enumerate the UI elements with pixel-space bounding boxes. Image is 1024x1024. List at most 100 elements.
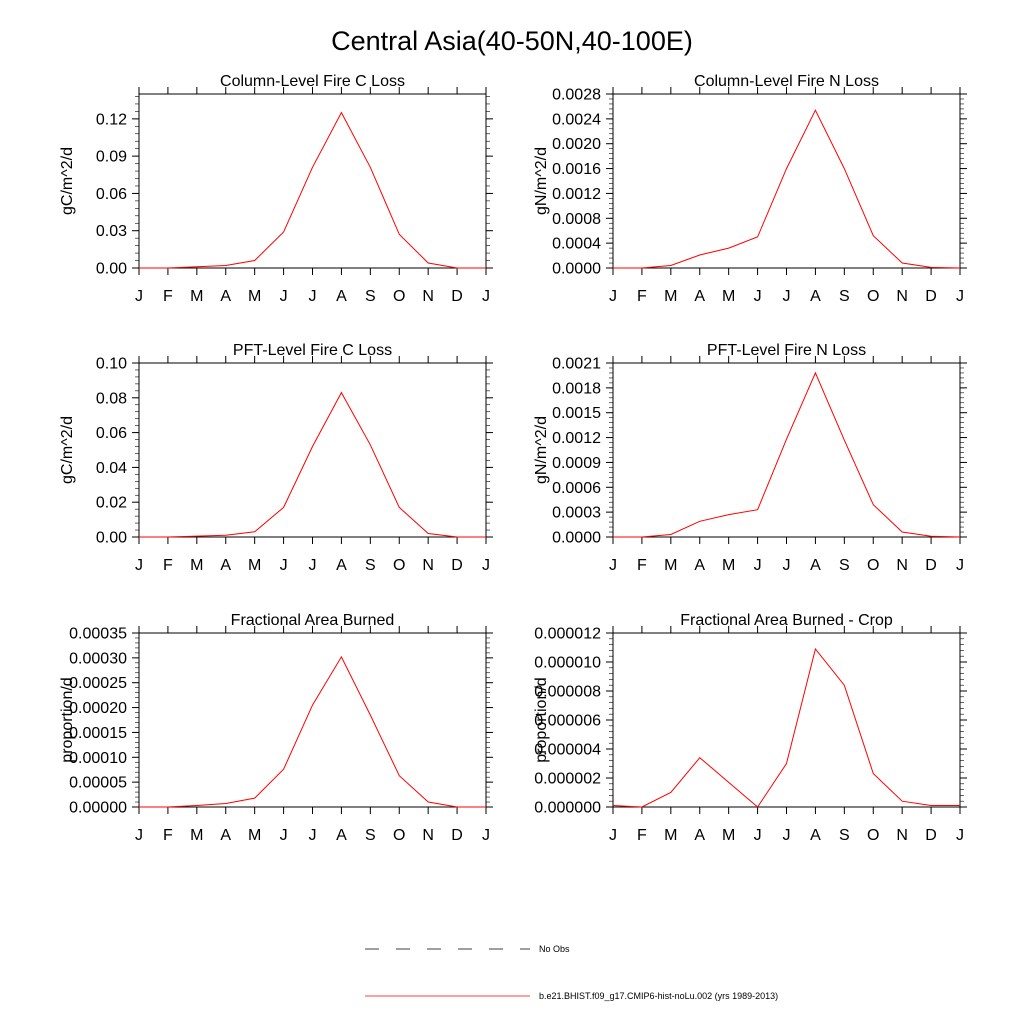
x-tick-label: M [190,288,203,305]
x-tick-label: J [280,288,288,305]
x-tick-label: D [925,288,937,305]
x-tick-label: O [867,827,879,844]
x-tick-label: M [248,827,261,844]
x-tick-label: M [722,827,735,844]
y-tick-label: 0.0012 [552,430,601,447]
x-tick-label: F [163,827,173,844]
y-axis-label: proportion/d [59,677,76,762]
series-line [612,647,960,808]
y-tick-label: 0.06 [96,425,127,442]
x-tick-label: O [867,557,879,574]
y-tick-label: 0.00030 [69,650,127,667]
plot-frame [138,632,487,808]
x-tick-label: A [694,557,705,574]
x-tick-label: F [637,288,647,305]
x-tick-label: N [896,827,908,844]
x-tick-label: J [956,557,964,574]
y-tick-label: 0.000008 [534,684,601,701]
x-tick-label: M [248,288,261,305]
y-tick-label: 0.0000 [552,530,601,547]
x-tick-label: J [309,557,317,574]
x-tick-label: J [280,827,288,844]
y-tick-label: 0.09 [96,149,127,166]
legend-label-model: b.e21.BHIST.f09_g17.CMIP6-hist-noLu.002 … [539,991,778,1001]
y-tick-label: 0.00035 [69,626,127,643]
x-tick-label: O [867,288,879,305]
y-tick-label: 0.12 [96,111,127,128]
y-tick-label: 0.00000 [69,800,127,817]
y-tick-label: 0.06 [96,186,127,203]
series-line [139,111,486,269]
y-tick-label: 0.0009 [552,455,601,472]
x-tick-label: A [336,827,347,844]
x-tick-label: A [336,557,347,574]
chart-title: PFT-Level Fire C Loss [233,342,392,359]
y-tick-label: 0.000012 [534,626,601,643]
x-tick-label: A [810,557,821,574]
chart-panel-5: Fractional Area Burned proportion/d 0.0000… [59,612,493,844]
y-tick-label: 0.03 [96,223,127,240]
x-tick-label: M [190,827,203,844]
x-tick-label: J [482,557,490,574]
y-tick-label: 0.00010 [69,750,127,767]
x-tick-label: J [754,288,762,305]
x-tick-label: N [422,288,434,305]
x-tick-label: F [163,288,173,305]
x-tick-label: J [135,827,143,844]
x-tick-label: J [609,288,617,305]
plot-frame [612,362,961,538]
x-tick-label: A [220,827,231,844]
x-tick-label: N [896,557,908,574]
x-tick-label: J [135,557,143,574]
chart-panels: Column-Level Fire C Loss gC/m^2/d 0.00 0.03… [59,73,967,844]
y-tick-label: 0.00025 [69,675,127,692]
y-tick-label: 0.000010 [534,655,601,672]
x-tick-label: J [783,288,791,305]
y-tick-label: 0.0021 [552,356,601,373]
legend: No Obs b.e21.BHIST.f09_g17.CMIP6-hist-no… [365,944,778,1001]
x-tick-label: J [135,288,143,305]
y-tick-label: 0.10 [96,356,127,373]
x-tick-label: S [365,827,376,844]
y-tick-label: 0.04 [96,460,127,477]
x-tick-label: D [451,288,463,305]
y-tick-label: 0.00 [96,261,127,278]
plot-frame [138,93,487,269]
y-axis-label: proportion/d [533,677,550,762]
y-tick-label: 0.0003 [552,505,601,522]
y-tick-label: 0.0015 [552,405,601,422]
y-tick-label: 0.00005 [69,775,127,792]
series-line [139,655,486,808]
x-tick-label: J [309,288,317,305]
x-tick-label: N [896,288,908,305]
x-tick-label: D [451,557,463,574]
y-tick-label: 0.00015 [69,725,127,742]
y-tick-label: 0.0004 [552,236,601,253]
y-tick-label: 0.00020 [69,700,127,717]
series-line [139,391,486,538]
x-tick-label: D [451,827,463,844]
x-tick-label: S [839,557,850,574]
chart-title: Fractional Area Burned - Crop [680,612,893,629]
chart-title: Column-Level Fire C Loss [220,73,405,90]
chart-title: Fractional Area Burned [231,612,395,629]
x-tick-label: D [925,827,937,844]
x-tick-label: O [393,827,405,844]
x-tick-label: S [839,827,850,844]
plot-frame [612,93,961,269]
chart-panel-2: Column-Level Fire N Loss gN/m^2/d 0.0000 0.… [533,73,967,305]
x-tick-label: J [956,288,964,305]
y-tick-label: 0.00 [96,530,127,547]
y-tick-label: 0.0024 [552,111,601,128]
chart-title: Column-Level Fire N Loss [694,73,879,90]
x-tick-label: N [422,557,434,574]
x-tick-label: J [482,288,490,305]
y-tick-label: 0.0018 [552,380,601,397]
x-tick-label: M [664,557,677,574]
x-tick-label: J [956,827,964,844]
x-tick-label: J [783,557,791,574]
y-tick-label: 0.000002 [534,771,601,788]
x-tick-label: J [280,557,288,574]
x-tick-label: M [664,288,677,305]
